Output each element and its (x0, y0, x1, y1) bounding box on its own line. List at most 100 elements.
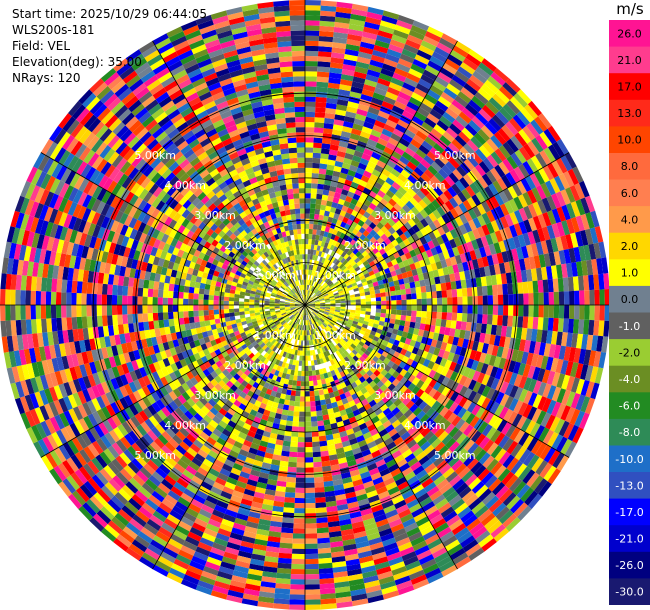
velocity-gate (355, 231, 363, 238)
velocity-gate (404, 77, 419, 88)
velocity-gate (309, 259, 313, 265)
velocity-gate (305, 188, 312, 194)
velocity-gate (324, 311, 330, 315)
velocity-gate (523, 205, 533, 220)
velocity-gate (343, 317, 349, 322)
velocity-gate (429, 324, 436, 333)
velocity-gate (440, 282, 447, 291)
velocity-gate (441, 213, 451, 224)
velocity-gate (384, 230, 392, 238)
velocity-gate (459, 177, 470, 189)
velocity-gate (508, 360, 517, 373)
velocity-gate (385, 202, 394, 211)
velocity-gate (439, 406, 449, 417)
velocity-gate (376, 328, 383, 335)
velocity-gate (407, 412, 417, 423)
velocity-gate (387, 327, 394, 334)
velocity-gate (391, 223, 400, 232)
velocity-gate (537, 199, 547, 214)
velocity-gate (466, 139, 479, 152)
velocity-gate (412, 152, 424, 163)
velocity-gate (380, 296, 387, 301)
velocity-gate (486, 138, 499, 152)
velocity-gate (404, 147, 416, 157)
velocity-gate (432, 219, 442, 229)
velocity-gate (330, 300, 336, 303)
velocity-gate (342, 319, 348, 324)
velocity-gate (516, 350, 524, 363)
velocity-gate (302, 350, 305, 356)
velocity-gate (369, 380, 377, 388)
velocity-gate (371, 339, 378, 346)
velocity-gate (305, 579, 320, 585)
velocity-gate (376, 358, 384, 366)
velocity-gate (531, 155, 543, 171)
velocity-gate (477, 383, 487, 395)
velocity-gate (513, 305, 519, 317)
velocity-gate (364, 21, 380, 30)
velocity-gate (337, 269, 343, 275)
velocity-gate (465, 278, 472, 288)
velocity-gate (466, 78, 481, 92)
velocity-gate (281, 409, 289, 416)
velocity-gate (365, 226, 373, 234)
velocity-gate (490, 134, 503, 149)
velocity-gate (487, 285, 493, 296)
velocity-gate (604, 289, 610, 305)
velocity-gate (401, 310, 407, 316)
velocity-gate (390, 394, 399, 404)
velocity-gate (356, 365, 363, 373)
velocity-gate (476, 226, 486, 238)
velocity-gate (491, 345, 499, 357)
velocity-gate (318, 273, 323, 279)
velocity-gate (447, 412, 458, 424)
velocity-gate (376, 237, 384, 245)
velocity-gate (490, 71, 506, 86)
velocity-gate (399, 137, 411, 148)
velocity-gate (426, 311, 432, 319)
velocity-gate (398, 207, 407, 217)
velocity-gate (574, 290, 580, 305)
velocity-gate (378, 283, 385, 290)
velocity-gate (352, 263, 359, 270)
velocity-gate (305, 0, 321, 6)
velocity-gate (313, 142, 322, 149)
velocity-gate (327, 324, 333, 329)
velocity-gate (294, 503, 305, 509)
velocity-gate (531, 137, 544, 153)
velocity-gate (561, 374, 571, 390)
velocity-gate (327, 232, 333, 239)
velocity-gate (411, 115, 424, 126)
velocity-gate (345, 195, 353, 203)
velocity-gate (572, 166, 584, 183)
velocity-gate (307, 279, 309, 285)
velocity-gate (420, 441, 431, 452)
velocity-gate (428, 388, 438, 398)
velocity-gate (479, 352, 487, 364)
velocity-gate (353, 241, 360, 249)
velocity-gate (308, 298, 313, 302)
velocity-gate (398, 278, 405, 285)
velocity-gate (446, 83, 461, 96)
velocity-gate (495, 485, 509, 500)
velocity-gate (383, 245, 391, 253)
velocity-gate (347, 319, 354, 324)
velocity-gate (287, 466, 297, 473)
velocity-gate (365, 376, 373, 384)
velocity-gate (415, 130, 428, 141)
velocity-gate (346, 236, 353, 244)
velocity-gate (418, 78, 433, 90)
velocity-gate (413, 87, 427, 99)
velocity-gate (459, 347, 467, 357)
velocity-gate (306, 295, 308, 301)
velocity-gate (324, 327, 329, 333)
velocity-gate (456, 150, 468, 163)
velocity-gate (488, 243, 497, 255)
velocity-gate (377, 137, 389, 147)
velocity-gate (305, 127, 315, 133)
velocity-gate (455, 320, 462, 330)
velocity-gate (396, 160, 407, 170)
velocity-gate (554, 418, 566, 435)
velocity-gate (291, 426, 299, 432)
velocity-gate (441, 223, 450, 234)
